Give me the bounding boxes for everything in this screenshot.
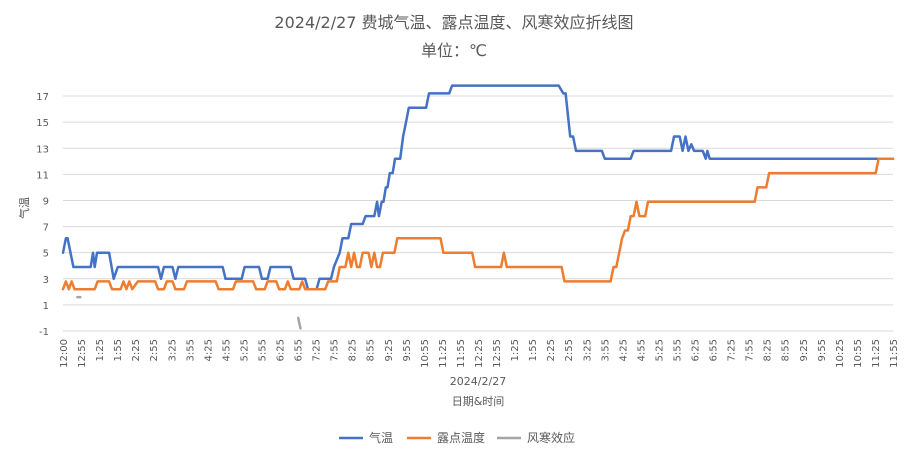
x-tick-label: 7:55 — [745, 339, 756, 361]
x-tick-label: 6:25 — [691, 339, 702, 361]
x-axis-ticks: 12:00 12:55 1:25 1:55 2:25 2:55 3:25 3:55 4:25 4:… — [59, 339, 900, 368]
x-tick-label: 4:25 — [618, 339, 629, 361]
x-tick-label: 12:00 — [59, 339, 70, 368]
y-tick-label: 15 — [36, 118, 49, 129]
x-tick-label: 9:25 — [799, 339, 810, 361]
x-tick-label: 10:25 — [835, 339, 846, 368]
x-tick-label: 1:55 — [113, 339, 124, 361]
chart-subtitle: 单位：℃ — [421, 41, 487, 60]
y-tick-label: 17 — [36, 92, 49, 103]
x-tick-label: 1:25 — [510, 339, 521, 361]
y-tick-label: 9 — [43, 196, 49, 207]
x-tick-label: 8:55 — [781, 339, 792, 361]
y-tick-label: 5 — [43, 249, 49, 260]
x-tick-label: 8:55 — [366, 339, 377, 361]
legend-label: 露点温度 — [437, 430, 485, 445]
x-tick-label: 5:25 — [654, 339, 665, 361]
x-tick-label: 11:55 — [456, 339, 467, 368]
x-tick-label: 1:25 — [95, 339, 106, 361]
x-axis-label: 日期&时间 — [452, 395, 505, 408]
series-line-temperature — [61, 84, 895, 291]
x-tick-label: 5:55 — [257, 339, 268, 361]
x-tick-label: 6:25 — [276, 339, 287, 361]
chart-title: 2024/2/27 费城气温、露点温度、风寒效应折线图 — [274, 13, 633, 32]
x-tick-label: 12:55 — [77, 339, 88, 368]
legend-label: 气温 — [369, 430, 393, 445]
x-tick-label: 5:25 — [239, 339, 250, 361]
x-tick-label: 8:25 — [763, 339, 774, 361]
x-tick-label: 9:25 — [384, 339, 395, 361]
legend: 气温 露点温度 风寒效应 — [339, 430, 575, 445]
x-group-label: 2024/2/27 — [450, 375, 506, 388]
x-tick-label: 7:55 — [330, 339, 341, 361]
y-tick-label: 1 — [43, 301, 49, 312]
x-tick-label: 3:25 — [582, 339, 593, 361]
x-tick-label: 4:55 — [221, 339, 232, 361]
x-tick-label: 7:25 — [312, 339, 323, 361]
legend-label: 风寒效应 — [527, 430, 575, 445]
x-tick-label: 8:25 — [348, 339, 359, 361]
x-tick-label: 2:25 — [131, 339, 142, 361]
x-tick-label: 11:25 — [871, 339, 882, 368]
x-tick-label: 12:55 — [492, 339, 503, 368]
x-tick-label: 9:55 — [402, 339, 413, 361]
x-tick-label: 6:55 — [709, 339, 720, 361]
y-tick-label: 11 — [36, 170, 49, 181]
x-tick-label: 1:55 — [528, 339, 539, 361]
gridlines — [63, 95, 893, 332]
x-tick-label: 5:55 — [672, 339, 683, 361]
x-tick-label: 4:55 — [636, 339, 647, 361]
x-tick-label: 2:55 — [564, 339, 575, 361]
x-tick-label: 11:25 — [438, 339, 449, 368]
series-line-windchill-segment — [296, 316, 302, 330]
x-tick-label: 10:55 — [853, 339, 864, 368]
y-tick-label: -1 — [39, 327, 49, 338]
y-tick-label: 13 — [36, 144, 49, 155]
x-tick-label: 9:55 — [817, 339, 828, 361]
y-tick-label: 3 — [43, 275, 49, 286]
x-tick-label: 3:55 — [600, 339, 611, 361]
x-tick-label: 2:25 — [546, 339, 557, 361]
x-tick-label: 4:25 — [203, 339, 214, 361]
series-lines — [61, 84, 895, 330]
x-tick-label: 10:55 — [420, 339, 431, 368]
x-tick-label: 12:25 — [474, 339, 485, 368]
x-tick-label: 7:25 — [727, 339, 738, 361]
y-tick-label: 7 — [43, 223, 49, 234]
y-axis-label: 气温 — [17, 197, 31, 219]
x-tick-label: 2:55 — [149, 339, 160, 361]
series-line-dewpoint — [61, 157, 895, 291]
x-tick-label: 3:25 — [167, 339, 178, 361]
x-tick-label: 6:55 — [294, 339, 305, 361]
x-tick-label: 3:55 — [185, 339, 196, 361]
x-tick-label: 11:55 — [889, 339, 900, 368]
